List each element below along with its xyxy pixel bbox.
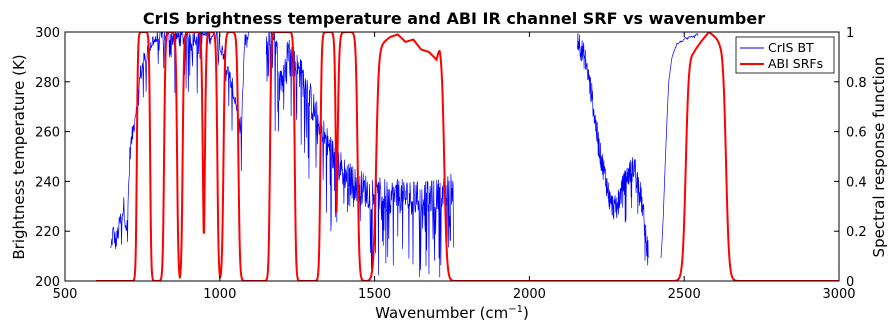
y-left-axis-label: Brightness temperature (K) xyxy=(10,54,28,259)
cris-bt-line-segment xyxy=(660,33,699,259)
y-right-axis-label: Spectral response function xyxy=(870,57,888,258)
y-right-tick-label: 0.4 xyxy=(846,175,867,190)
chart-title: CrIS brightness temperature and ABI IR c… xyxy=(143,9,765,28)
y-right-tick-label: 1 xyxy=(846,26,854,41)
legend: CrIS BT ABI SRFs xyxy=(735,36,835,74)
x-axis-label: Wavenumber (cm−1) xyxy=(375,304,529,322)
y-left-tick-label: 260 xyxy=(35,126,60,141)
y-right-tick-label: 0.8 xyxy=(846,76,867,91)
x-tick-label: 1500 xyxy=(358,287,391,302)
cris-bt-line-segment xyxy=(110,32,249,250)
y-left-tick-label: 220 xyxy=(35,225,60,240)
cris-bt-line-segment xyxy=(265,32,454,278)
y-left-tick-label: 200 xyxy=(35,275,60,290)
abi-srf-line xyxy=(95,32,839,281)
x-tick-label: 500 xyxy=(53,287,78,302)
x-tick-label: 3000 xyxy=(822,287,855,302)
legend-label-abi: ABI SRFs xyxy=(768,56,823,71)
y-left-tick-label: 240 xyxy=(35,175,60,190)
y-right-tick-label: 0.2 xyxy=(846,225,867,240)
y-right-tick-label: 0.6 xyxy=(846,126,867,141)
legend-box xyxy=(735,36,835,74)
x-tick-label: 1000 xyxy=(203,287,236,302)
x-tick-label: 2000 xyxy=(513,287,546,302)
legend-label-cris: CrIS BT xyxy=(768,40,814,55)
y-right-tick-label: 0 xyxy=(846,275,854,290)
y-left-tick-label: 300 xyxy=(35,26,60,41)
plot-frame xyxy=(64,31,840,282)
y-left-tick-label: 280 xyxy=(35,76,60,91)
cris-bt-line-segment xyxy=(577,32,649,266)
x-tick-label: 2500 xyxy=(668,287,701,302)
